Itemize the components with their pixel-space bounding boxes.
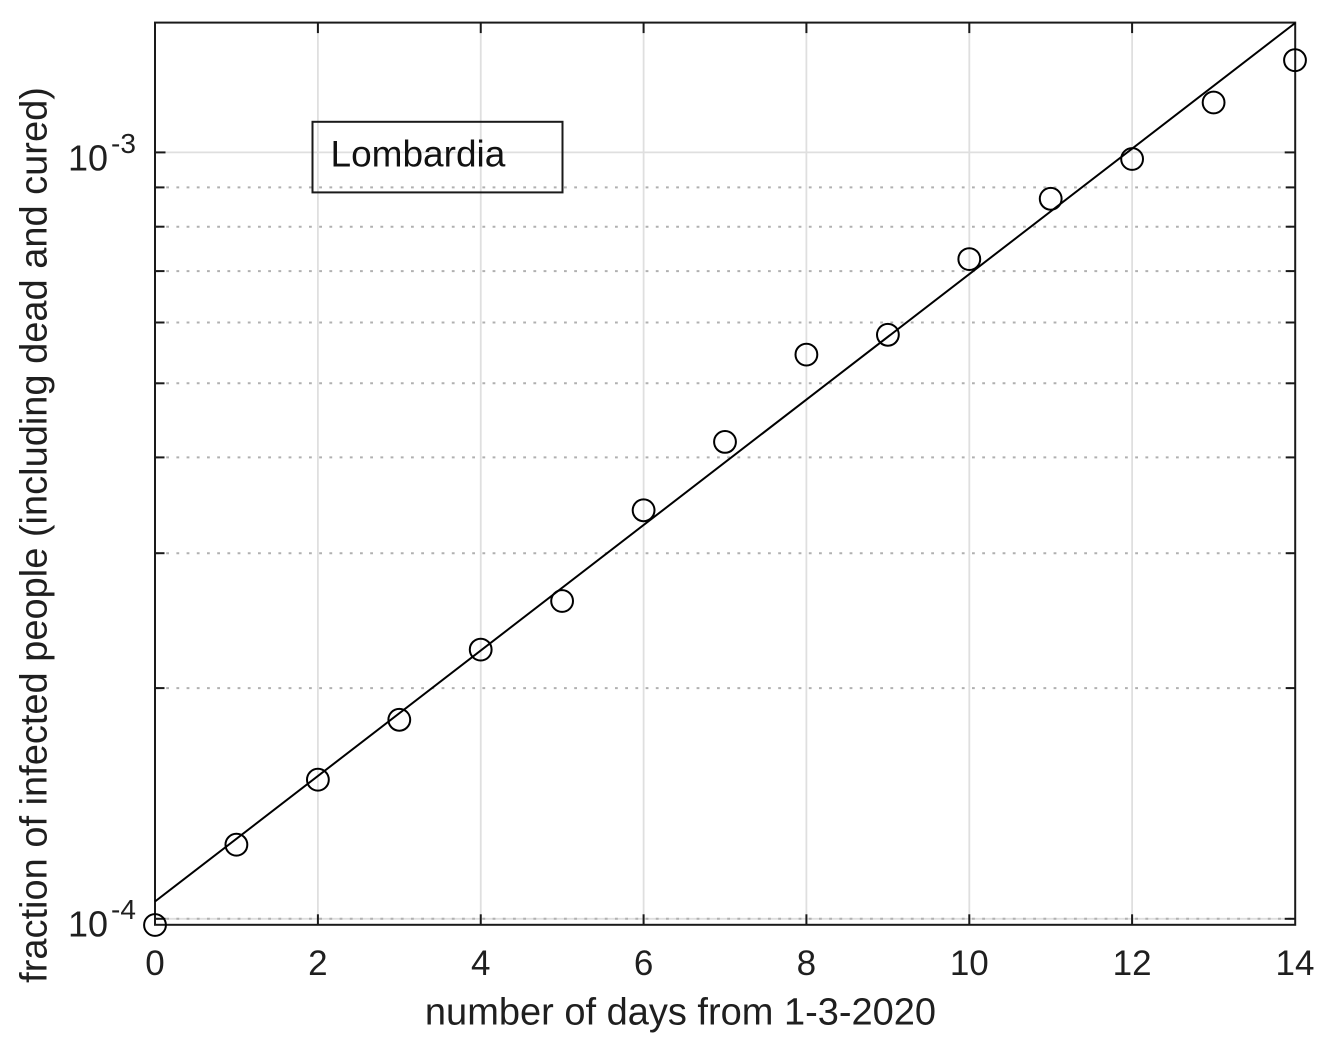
svg-text:-3: -3 bbox=[111, 128, 136, 159]
svg-text:14: 14 bbox=[1276, 944, 1315, 983]
svg-text:number of days from 1-3-2020: number of days from 1-3-2020 bbox=[425, 992, 936, 1034]
svg-text:Lombardia: Lombardia bbox=[331, 134, 506, 175]
svg-text:2: 2 bbox=[308, 944, 327, 983]
svg-text:0: 0 bbox=[145, 944, 164, 983]
svg-text:8: 8 bbox=[797, 944, 816, 983]
svg-text:6: 6 bbox=[634, 944, 653, 983]
svg-text:10: 10 bbox=[68, 904, 108, 945]
svg-text:10: 10 bbox=[950, 944, 989, 983]
svg-text:4: 4 bbox=[471, 944, 490, 983]
svg-text:fraction of infected people (i: fraction of infected people (including d… bbox=[13, 87, 55, 983]
svg-text:10: 10 bbox=[68, 137, 108, 178]
svg-text:-4: -4 bbox=[111, 894, 136, 925]
svg-text:12: 12 bbox=[1113, 944, 1152, 983]
